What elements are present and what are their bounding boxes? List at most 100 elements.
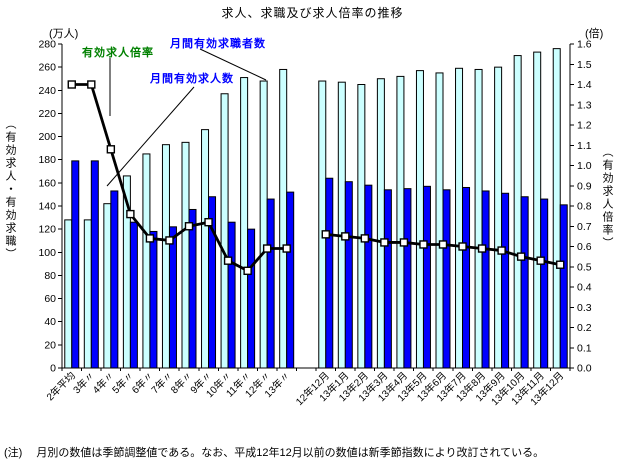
seekers-bar	[533, 51, 542, 369]
left-axis-tick-label: 180	[38, 154, 56, 166]
openings-bar	[403, 188, 412, 369]
seekers-bar	[474, 68, 483, 369]
openings-bar	[208, 196, 217, 369]
right-axis-tick-label: 0.4	[577, 282, 592, 294]
left-axis-tick-label: 260	[38, 62, 56, 74]
left-axis-tick-label: 160	[38, 177, 56, 189]
ratio-marker	[399, 238, 409, 247]
left-axis-tick-label: 40	[44, 316, 56, 328]
openings-bar	[540, 198, 549, 369]
left-axis-tick-label: 140	[38, 201, 56, 213]
right-axis-tick-label: 0.0	[577, 363, 592, 375]
left-axis-unit: (万人)	[49, 28, 79, 40]
openings-bar	[227, 221, 236, 369]
seekers-bar	[83, 219, 92, 369]
ratio-marker	[497, 246, 506, 255]
openings-bar	[110, 190, 119, 369]
ratio-marker	[106, 145, 116, 154]
seekers-bar	[357, 84, 366, 369]
ratio-marker	[165, 236, 174, 245]
ratio-marker	[438, 240, 448, 249]
x-axis-label: 5年〃	[109, 369, 136, 396]
openings-bar	[559, 204, 568, 369]
right-axis-tick-label: 1.2	[577, 120, 592, 132]
openings-bar	[520, 196, 529, 369]
seekers-bar	[494, 66, 503, 369]
left-axis-tick-label: 20	[44, 339, 56, 351]
openings-bar	[71, 160, 80, 369]
seekers-bar	[220, 93, 229, 369]
seekers-bar	[318, 80, 327, 369]
annotation-leader-line	[106, 86, 195, 187]
x-axis-label: 7年〃	[148, 369, 175, 396]
ratio-marker	[360, 234, 370, 243]
left-axis-tick-label: 0	[50, 363, 56, 375]
openings-bar	[501, 192, 510, 369]
ratio-marker	[536, 256, 545, 265]
ratio-marker	[204, 217, 213, 227]
openings-bar	[383, 189, 392, 369]
openings-bar	[462, 186, 471, 369]
right-axis-title: （有効求人倍率）	[601, 146, 613, 250]
annotation-seekers-label: 月間有効求職者数	[170, 38, 266, 50]
footnote: (注) 月別の数値は季節調整値である。なお、平成12年12月以前の数値は新季節指数…	[4, 444, 544, 460]
openings-bar	[364, 184, 373, 369]
ratio-marker	[321, 230, 330, 239]
right-axis-tick-label: 0.8	[577, 201, 592, 213]
right-axis-tick-label: 1.0	[577, 160, 592, 172]
right-axis-tick-label: 0.3	[577, 302, 592, 314]
openings-bar	[188, 208, 197, 369]
ratio-marker	[87, 80, 96, 89]
openings-bar	[149, 230, 158, 369]
footnote-text: 月別の数値は季節調整値である。なお、平成12年12月以前の数値は新季節指数により…	[36, 447, 545, 459]
seekers-bar	[64, 219, 73, 369]
annotation-ratio-label: 有効求人倍率	[82, 47, 154, 59]
seekers-bar	[376, 78, 385, 369]
seekers-bar	[201, 129, 210, 369]
right-axis-tick-label: 1.3	[577, 99, 592, 111]
ratio-marker	[184, 222, 194, 231]
right-axis-tick-label: 0.6	[577, 241, 592, 253]
right-axis-tick-label: 1.1	[577, 140, 592, 152]
seekers-bar	[396, 75, 405, 369]
left-axis-tick-label: 240	[38, 85, 56, 97]
left-axis-tick-label: 60	[44, 293, 56, 305]
seekers-bar	[142, 153, 151, 369]
right-axis-tick-label: 1.6	[577, 39, 592, 51]
ratio-marker	[243, 266, 252, 275]
left-axis-tick-label: 220	[38, 108, 56, 120]
openings-bar	[286, 191, 295, 369]
left-axis-tick-label: 80	[44, 270, 56, 282]
left-axis-tick-label: 280	[38, 39, 56, 51]
seekers-bar	[103, 203, 112, 369]
annotation-leader-line	[199, 48, 267, 81]
right-axis-unit: (倍)	[585, 28, 604, 40]
openings-bar	[481, 190, 490, 369]
right-axis-tick-label: 0.2	[577, 322, 592, 334]
ratio-marker	[516, 252, 526, 261]
ratio-marker	[67, 80, 76, 89]
x-axis-label: 4年〃	[90, 369, 117, 396]
footnote-label: (注)	[4, 447, 23, 459]
ratio-marker	[341, 232, 350, 241]
seekers-bar	[337, 81, 346, 369]
seekers-bar	[259, 80, 268, 369]
ratio-marker	[458, 242, 467, 251]
annotation-openings-label: 月間有効求人数	[150, 73, 234, 85]
ratio-marker	[282, 244, 291, 253]
seekers-bar	[161, 144, 170, 369]
right-axis-tick-label: 1.5	[577, 59, 592, 71]
right-axis-tick-label: 1.4	[577, 79, 592, 91]
openings-bar	[90, 160, 99, 369]
x-axis-label: 6年〃	[129, 369, 156, 396]
left-axis-tick-label: 200	[38, 131, 56, 143]
ratio-marker	[380, 238, 389, 247]
ratio-marker	[262, 244, 272, 253]
ratio-marker	[556, 260, 565, 269]
seekers-bar	[513, 55, 522, 369]
x-axis-label: 8年〃	[168, 369, 195, 396]
left-axis-tick-label: 100	[38, 247, 56, 259]
openings-bar	[344, 181, 353, 369]
left-axis-title: （有効求人・有効求職）	[4, 118, 16, 261]
